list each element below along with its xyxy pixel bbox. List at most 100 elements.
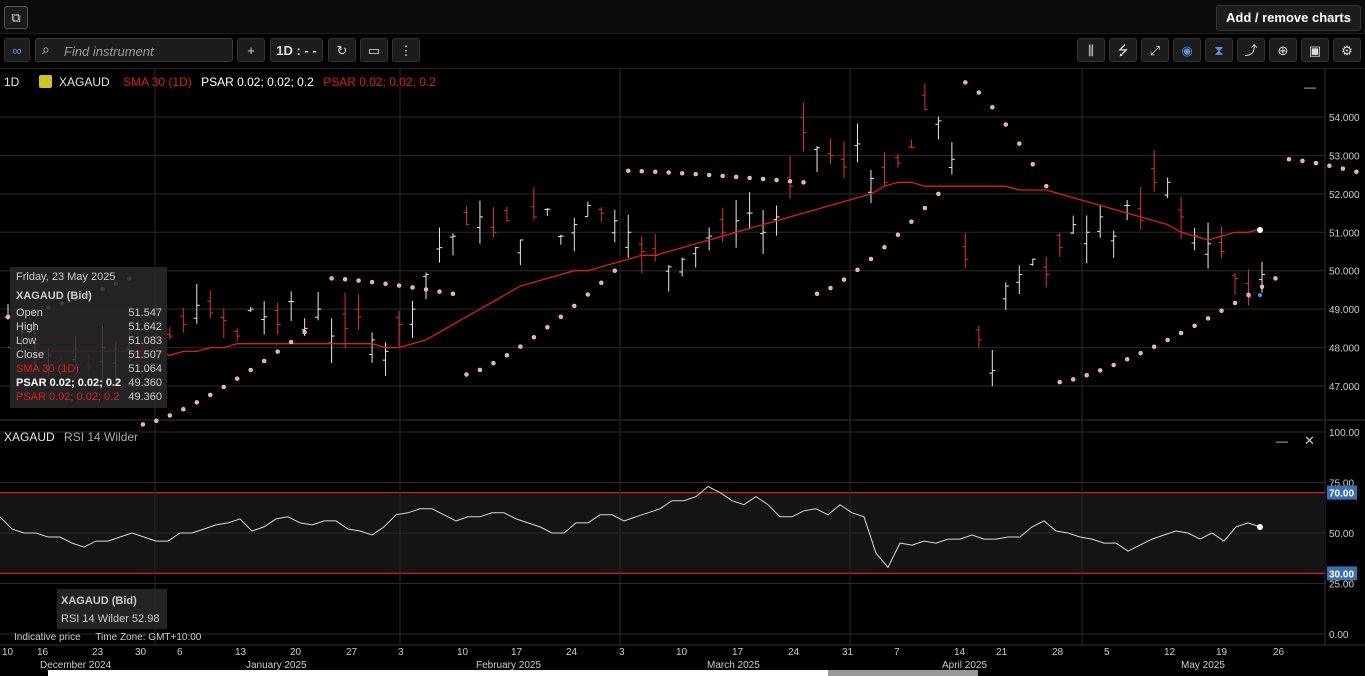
symbol-icon [38,75,52,88]
rsi-close-button[interactable]: ✕ [1304,433,1315,448]
psar-dot [140,422,146,427]
time-tick-label: 3 [619,647,625,658]
settings-icon[interactable]: ⚙ [1333,38,1361,62]
psar-dot [1354,169,1359,174]
time-tick-label: 13 [235,647,247,658]
psar-dot [1151,344,1157,349]
psar-dot [154,418,159,423]
psar-dot [1246,292,1251,298]
psar-dot [1165,337,1170,343]
psar-dot [1003,122,1009,127]
psar-dot [787,178,793,184]
month-label: April 2025 [942,660,987,671]
tooltip-open: Open 51.547 [16,307,162,319]
psar-dot [181,407,186,412]
psar-dot [1057,379,1062,385]
add-remove-charts-button[interactable]: Add / remove charts [1216,5,1361,31]
psar-dot [342,277,348,282]
time-tick-label: 17 [511,647,523,658]
psar-dot [1178,330,1184,336]
psar-dot [1030,162,1035,167]
link-icon[interactable]: ∞ [4,38,30,62]
camera-icon[interactable]: ▣ [1301,38,1329,62]
interval-label: 1D [4,75,20,89]
psar-dot [1205,316,1211,321]
psar-dot [612,268,617,273]
popout-icon[interactable]: ⧉ [4,6,28,29]
sma-line [8,181,1263,356]
price-axis-label: 50.000 [1329,267,1360,278]
time-tick-label: 24 [566,647,578,658]
time-tick-label: 10 [457,647,469,658]
indicators-icon[interactable]: ⫼ [1077,38,1105,62]
refresh-icon[interactable]: ↻ [328,38,356,62]
interval-selector[interactable]: 1D : - - [270,38,323,62]
month-label: March 2025 [707,660,760,671]
scrollbar-thumb[interactable] [828,670,978,676]
psar-dot [194,400,199,405]
month-label: February 2025 [476,660,541,671]
time-tick-label: 24 [788,647,800,658]
tooltip-close: Close 51.507 [16,349,162,361]
zoom-icon[interactable]: ⊕ [1269,38,1297,62]
crosshair-icon[interactable]: ⧗ [1205,38,1233,62]
rsi-symbol: XAGAUD [4,430,55,444]
more-icon[interactable]: ⋮ [392,38,420,62]
timezone: Time Zone: GMT+10:00 [95,632,202,643]
time-tick-label: 20 [290,647,302,658]
psar-dot [936,191,941,197]
psar-dot [208,392,213,398]
psar-dot [1138,350,1143,356]
tooltip-psar2: PSAR 0.02; 0.02; 0.2 49.360 [16,391,162,403]
time-tick-label: 10 [2,647,14,658]
time-scrollbar[interactable] [48,670,978,676]
chart-canvas[interactable]: 54.000 53.000 52.000 51.000 50.000 49.000 48.0… [0,68,1365,676]
psar-dot [437,289,442,294]
rsi-name: RSI 14 Wilder [64,430,139,444]
studies-icon[interactable]: ⭍ [1109,38,1137,62]
search-input[interactable] [62,41,231,61]
rsi-level-label: 30.00 [1329,569,1354,580]
psar-dot [288,339,294,345]
psar-dot [760,176,766,182]
chart-type-icon[interactable]: ▭ [360,38,388,62]
psar-dot [221,384,226,390]
psar-dot [1259,284,1265,289]
psar-current-dot [1258,293,1262,298]
add-symbol-button[interactable]: + [237,38,265,62]
psar-dot [828,285,833,291]
hide-icon[interactable]: ◉ [1173,38,1201,62]
chart-toolbar: ∞ ⌕ + 1D : - - ↻ ▭ ⋮ ⫼ ⭍ ⤢ ◉ ⧗ ⤴ ⊕ ▣ ⚙ [0,34,1365,69]
time-tick-label: 31 [842,647,854,658]
psar-dot [1124,357,1130,362]
rsi-minimize-button[interactable]: — [1276,434,1288,448]
draw-line-icon[interactable]: ⤢ [1141,38,1169,62]
psar-dot [963,80,968,85]
psar-dot [302,330,307,335]
psar-dot [679,171,685,176]
rsi-axis-label: 100.00 [1329,428,1360,439]
psar-dot [720,173,725,179]
psar-dot [1017,141,1022,146]
psar-dot [410,285,415,290]
rsi-axis-label: 25.00 [1329,580,1354,591]
sma-current-dot [1257,226,1263,233]
instrument-search[interactable]: ⌕ [35,38,233,62]
psar-dot [464,372,469,377]
rsi-tooltip: XAGAUD (Bid) RSI 14 Wilder 52.98 [57,589,167,629]
trend-icon[interactable]: ⤴ [1237,38,1265,62]
price-axis-label: 47.000 [1329,382,1360,393]
time-tick-label: 5 [1104,647,1110,658]
main-minimize-button[interactable]: — [1304,80,1316,94]
rsi-tip-value: RSI 14 Wilder 52.98 [61,613,160,625]
psar-dot [895,232,901,237]
time-tick-label: 28 [1052,647,1064,658]
time-tick-label: 3 [398,647,404,658]
top-bar: ⧉ Add / remove charts [0,0,1365,34]
rsi-axis-label: 0.00 [1329,630,1349,641]
psar-dot [1071,377,1076,382]
psar-dot [976,90,982,95]
tooltip-low: Low 51.083 [16,335,162,347]
psar-dot [666,170,671,175]
price-axis-label: 48.000 [1329,344,1360,355]
